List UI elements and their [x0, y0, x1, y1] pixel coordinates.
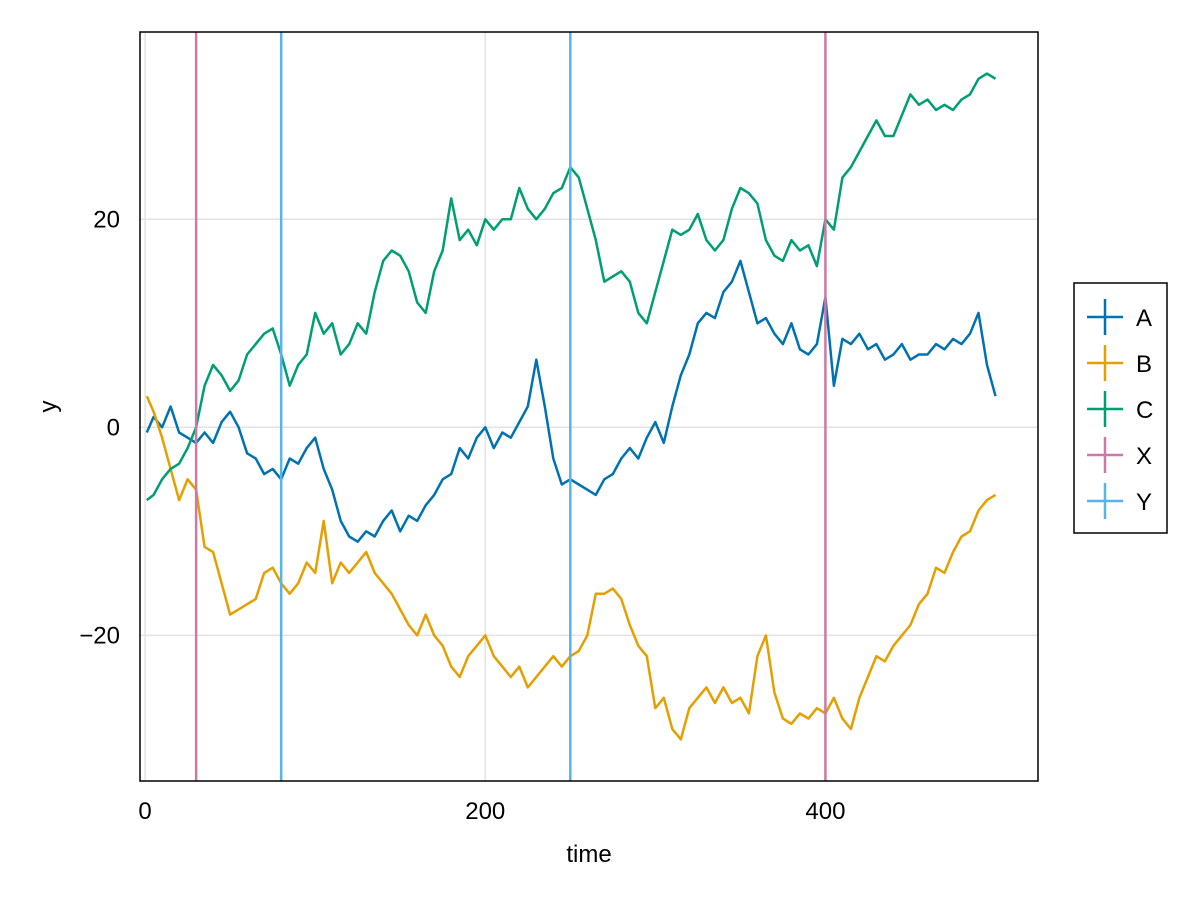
y-tick-label: 0: [107, 414, 120, 441]
tick-layer: 0 200 400 −20 0 20: [79, 206, 845, 825]
legend-label: C: [1136, 397, 1153, 424]
x-tick-label: 200: [465, 798, 505, 825]
y-axis-label: y: [35, 401, 62, 413]
grid-layer: [140, 32, 1038, 781]
legend-label: A: [1136, 305, 1152, 332]
y-tick-label: −20: [79, 622, 120, 649]
legend-label: X: [1136, 443, 1152, 470]
series-layer: [145, 32, 997, 781]
y-tick-label: 20: [93, 206, 120, 233]
x-tick-label: 400: [805, 798, 845, 825]
x-axis-label: time: [566, 841, 611, 868]
plot-frame: [139, 31, 1039, 782]
legend-label: Y: [1136, 489, 1152, 516]
x-tick-label: 0: [138, 798, 151, 825]
legend-label: B: [1136, 351, 1152, 378]
